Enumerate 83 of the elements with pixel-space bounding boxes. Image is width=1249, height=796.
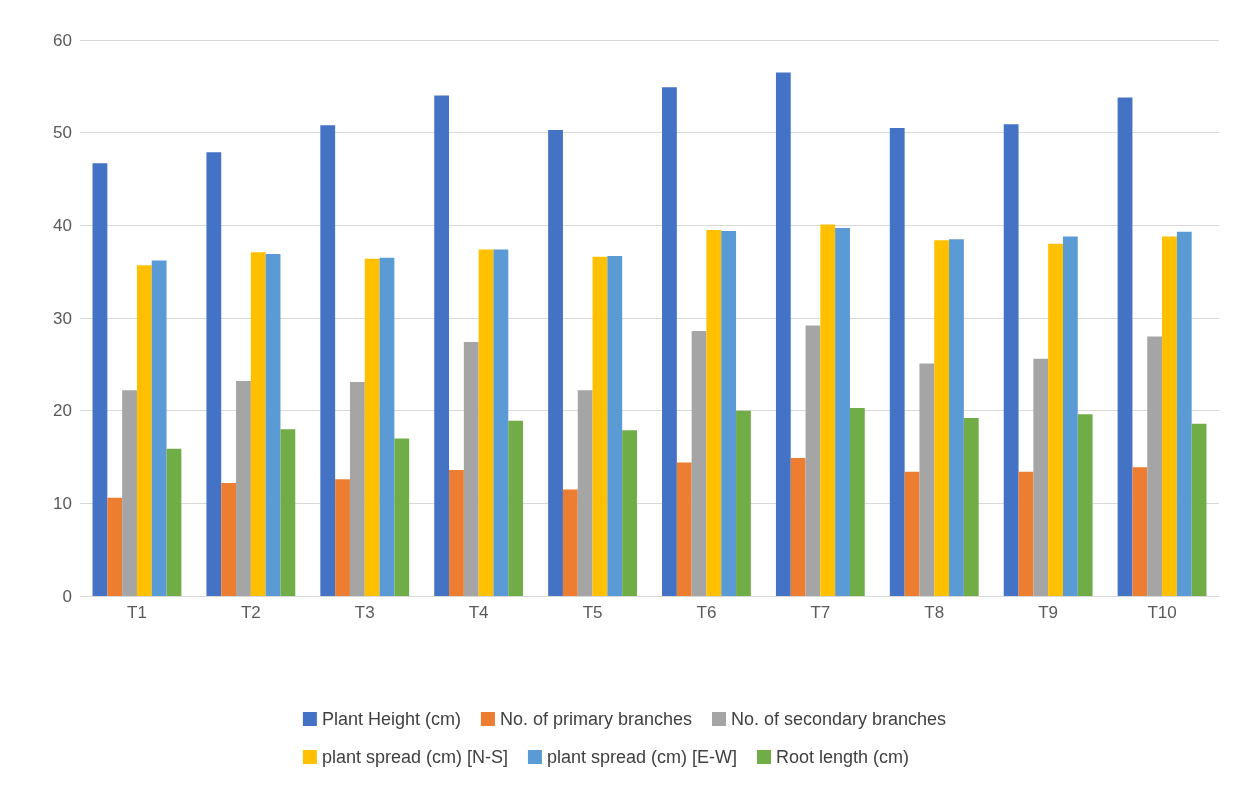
bar (775, 72, 791, 596)
bar (1048, 243, 1063, 596)
bar (949, 239, 964, 596)
y-tick-label: 30 (53, 308, 72, 328)
bar (1117, 97, 1133, 596)
bar (265, 254, 281, 596)
y-tick-label: 20 (53, 401, 72, 421)
y-tick-label: 10 (53, 493, 72, 513)
bar (463, 342, 479, 596)
legend-label: plant spread (cm) [E-W] (546, 747, 737, 767)
legend-label: Root length (cm) (775, 747, 910, 767)
legend-label: plant spread (cm) [N-S] (321, 747, 508, 767)
bar (963, 418, 979, 596)
bar (820, 224, 836, 596)
bar (577, 390, 593, 596)
x-tick-label: T6 (696, 603, 717, 622)
bar (662, 87, 677, 596)
x-tick-label: T2 (240, 603, 261, 622)
x-tick-label: T4 (468, 603, 489, 622)
bar (691, 330, 707, 596)
bar (349, 381, 365, 596)
bar (236, 381, 251, 596)
bar (1062, 236, 1078, 596)
legend-label: No. of primary branches (499, 709, 692, 729)
bar (379, 257, 395, 596)
y-tick-label: 40 (53, 215, 72, 235)
bar (250, 252, 266, 596)
bar (1077, 414, 1093, 596)
bar (434, 95, 450, 596)
bar (107, 497, 123, 596)
legend-label: No. of secondary branches (731, 709, 947, 729)
bar (449, 469, 464, 596)
bar (592, 256, 608, 596)
y-tick-label: 50 (53, 123, 72, 143)
bar (889, 128, 905, 596)
bar (508, 420, 524, 596)
bar (151, 260, 167, 596)
bar (394, 438, 410, 596)
bar (136, 265, 152, 596)
legend-label: Plant Height (cm) (321, 709, 461, 729)
y-tick-label: 0 (62, 586, 72, 606)
bar (622, 430, 637, 596)
y-tick-label: 60 (53, 30, 72, 50)
bar (221, 482, 237, 596)
bar (548, 129, 563, 596)
bar (1191, 423, 1207, 596)
bar (607, 255, 623, 596)
bar (805, 325, 821, 596)
bar (335, 479, 350, 596)
bar (790, 457, 806, 596)
bar (1176, 231, 1192, 596)
bar (92, 163, 108, 596)
bar (849, 407, 865, 596)
bar (320, 125, 336, 596)
x-tick-label: T5 (582, 603, 603, 622)
bar (721, 230, 737, 596)
bar (562, 489, 578, 596)
x-tick-label: T1 (127, 603, 147, 622)
bar (1132, 467, 1148, 596)
x-tick-label: T10 (1147, 603, 1177, 622)
bar (122, 390, 137, 596)
x-tick-label: T8 (924, 603, 945, 622)
bar (1147, 336, 1163, 596)
bar (904, 471, 920, 596)
bar (676, 462, 692, 596)
bar (1018, 471, 1034, 596)
bar (478, 249, 494, 596)
bar (934, 240, 950, 596)
bar (166, 448, 182, 596)
x-tick-label: T9 (1038, 603, 1059, 622)
bar (706, 229, 722, 596)
bar (206, 152, 222, 596)
bar (493, 249, 509, 596)
x-tick-label: T7 (810, 603, 831, 622)
bar (1033, 358, 1049, 596)
bar (835, 228, 850, 596)
bar (280, 429, 296, 596)
bar (364, 258, 380, 596)
bar (1003, 124, 1019, 596)
bar (919, 363, 935, 596)
bar (736, 410, 751, 596)
bar (1162, 236, 1177, 596)
x-tick-label: T3 (354, 603, 375, 622)
